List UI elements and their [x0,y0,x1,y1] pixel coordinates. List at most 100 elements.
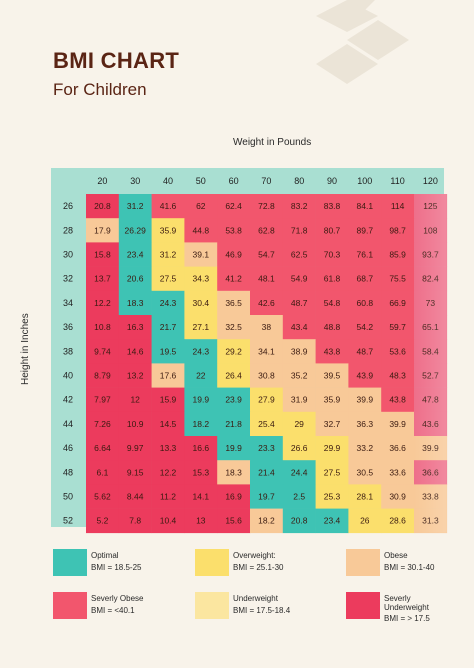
heatmap-cell [118,315,152,340]
heatmap-cell [315,218,349,243]
heatmap-cell [250,339,284,364]
cell-value-label: 26.6 [291,443,308,453]
heatmap-cell [184,266,218,292]
cell-value-label: 5.2 [96,516,108,526]
cell-value-label: 26 [360,516,370,526]
cell-value-label: 24.4 [291,467,308,477]
cell-value-label: 83.2 [291,201,308,211]
cell-value-label: 31.2 [160,250,177,260]
cell-value-label: 44.8 [193,225,210,235]
cell-value-label: 25.4 [258,419,275,429]
cell-value-label: 83.8 [324,201,341,211]
heatmap-cell [86,387,120,413]
y-tick-label: 34 [63,298,73,308]
cell-value-label: 35.9 [324,395,341,405]
cell-value-label: 32.7 [324,419,341,429]
y-tick-label: 36 [63,322,73,332]
heatmap-cell [217,218,251,243]
heatmap-cell [151,411,185,437]
cell-value-label: 30.9 [389,492,406,502]
cell-value-label: 14.6 [127,346,144,356]
cell-value-label: 10.4 [160,516,177,526]
cell-value-label: 19.9 [193,395,210,405]
cell-value-label: 75.5 [389,274,406,284]
cell-value-label: 2.5 [293,492,305,502]
legend-range: BMI = > 17.5 [384,614,430,623]
cell-value-label: 41.2 [225,274,242,284]
cell-value-label: 19.5 [160,346,177,356]
legend-label: Severly Obese [91,594,144,603]
heatmap-cell [118,363,152,388]
heatmap-cell [348,460,382,485]
cell-value-label: 23.9 [225,395,242,405]
heatmap-cell [250,411,284,437]
heatmap-cell [381,363,415,388]
heatmap-cell [282,363,316,388]
cell-value-label: 48.7 [357,346,374,356]
cell-value-label: 18.2 [193,419,210,429]
heatmap-cell [184,339,218,364]
cell-value-label: 30.5 [357,467,374,477]
heatmap-cell [184,242,218,267]
heatmap-cell [217,266,251,292]
heatmap-cell [118,339,152,364]
heatmap-cell [282,339,316,364]
cell-value-label: 43.8 [389,395,406,405]
cell-value-label: 7.97 [94,395,111,405]
y-tick-label: 38 [63,346,73,356]
heatmap-cell [282,290,316,316]
cell-value-label: 48.7 [291,298,308,308]
heatmap-cell [184,436,218,461]
cell-value-label: 15.9 [160,395,177,405]
cell-value-label: 59.7 [389,322,406,332]
heatmap-cell [381,266,415,292]
right-column-fade [414,194,447,533]
cell-value-label: 27.9 [258,395,275,405]
heatmap-cell [315,363,349,388]
heatmap-cell [118,194,152,219]
legend-label: Underweight [233,594,278,603]
cell-value-label: 48.8 [324,322,341,332]
cell-value-label: 31.2 [127,201,144,211]
legend-range: BMI = 18.5-25 [91,563,142,572]
heatmap-cell [151,290,185,316]
cell-value-label: 13 [196,516,206,526]
cell-value-label: 34.3 [193,274,210,284]
cell-value-label: 38.9 [291,346,308,356]
cell-value-label: 39.5 [324,371,341,381]
cell-value-label: 22 [196,371,206,381]
heatmap-cell [151,387,185,413]
cell-value-label: 29.9 [324,443,341,453]
heatmap-cell [348,218,382,243]
y-tick-label: 26 [63,201,73,211]
cell-value-label: 13.7 [94,274,111,284]
cell-value-label: 43.9 [357,371,374,381]
cell-value-label: 72.8 [258,201,275,211]
heatmap-cell [118,484,152,509]
heatmap-cell [184,508,218,534]
heatmap-cell [250,363,284,388]
heatmap-cell [217,508,251,534]
heatmap-cell [282,242,316,267]
cell-value-label: 85.9 [389,250,406,260]
heatmap-cell [86,242,120,267]
heatmap-cell [184,363,218,388]
cell-value-label: 20.6 [127,274,144,284]
cell-value-label: 18.3 [127,298,144,308]
heatmap-cell [86,290,120,316]
legend-swatch [53,592,87,619]
cell-value-label: 21.7 [160,322,177,332]
heatmap-cell [381,290,415,316]
legend-range: BMI = 30.1-40 [384,563,435,572]
legend-label: Obese [384,551,408,560]
heatmap-cell [381,436,415,461]
heatmap-cell [151,266,185,292]
heatmap-cell [217,411,251,437]
cell-value-label: 66.9 [389,298,406,308]
legend-swatch [53,549,87,576]
heatmap-cell [217,436,251,461]
cell-value-label: 23.4 [324,516,341,526]
x-tick-label: 70 [261,176,271,186]
heatmap-cell [348,290,382,316]
